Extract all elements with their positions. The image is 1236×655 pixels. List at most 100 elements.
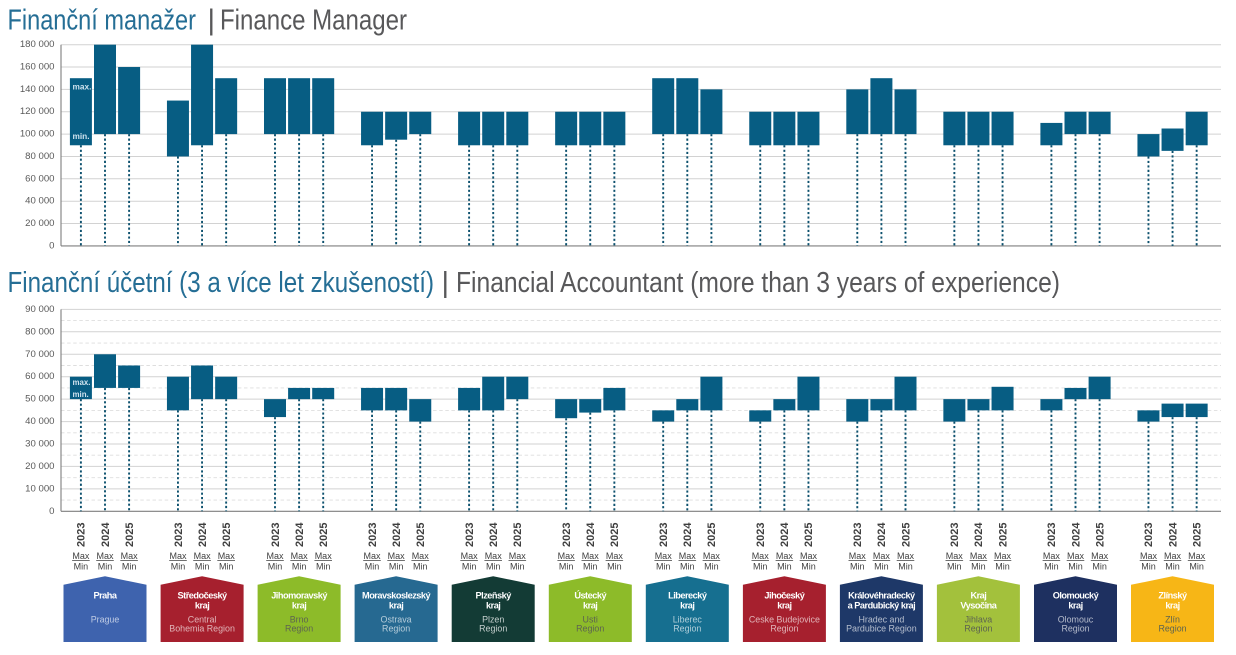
- svg-text:Kraj: Kraj: [970, 591, 986, 601]
- svg-text:Max: Max: [1164, 551, 1182, 561]
- svg-text:2025: 2025: [706, 523, 718, 547]
- svg-text:a Pardubický kraj: a Pardubický kraj: [848, 601, 916, 611]
- svg-text:60 000: 60 000: [25, 371, 54, 382]
- svg-text:Region: Region: [479, 624, 507, 634]
- svg-text:50 000: 50 000: [25, 394, 54, 405]
- svg-text:Region: Region: [964, 624, 992, 634]
- svg-text:2025: 2025: [609, 523, 621, 547]
- svg-text:Min: Min: [1165, 562, 1180, 572]
- svg-text:Max: Max: [946, 551, 964, 561]
- svg-text:Min: Min: [195, 562, 210, 572]
- svg-text:Max: Max: [1067, 551, 1085, 561]
- svg-text:40 000: 40 000: [25, 416, 54, 427]
- svg-text:Max: Max: [96, 551, 114, 561]
- svg-text:Max: Max: [315, 551, 333, 561]
- svg-text:Liberecký: Liberecký: [668, 591, 708, 601]
- svg-text:Min: Min: [1189, 562, 1204, 572]
- svg-text:Max: Max: [1188, 551, 1206, 561]
- svg-text:Region: Region: [673, 624, 701, 634]
- svg-text:Max: Max: [121, 551, 139, 561]
- svg-text:Vysočina: Vysočina: [960, 601, 997, 611]
- svg-text:Olomoucký: Olomoucký: [1053, 591, 1100, 601]
- svg-text:2023: 2023: [1143, 523, 1155, 547]
- svg-text:2025: 2025: [512, 523, 524, 547]
- svg-text:2025: 2025: [1094, 523, 1106, 547]
- svg-text:Max: Max: [800, 551, 818, 561]
- svg-text:Max: Max: [266, 551, 284, 561]
- svg-text:Max: Max: [72, 551, 90, 561]
- svg-text:60 000: 60 000: [25, 173, 54, 184]
- svg-text:Max: Max: [363, 551, 381, 561]
- svg-text:Brno: Brno: [290, 614, 309, 624]
- svg-text:Min: Min: [1044, 562, 1059, 572]
- svg-text:10 000: 10 000: [25, 483, 54, 494]
- svg-text:2023: 2023: [76, 523, 88, 547]
- svg-text:Min: Min: [607, 562, 622, 572]
- svg-text:Min: Min: [74, 562, 89, 572]
- svg-text:2024: 2024: [585, 522, 597, 547]
- svg-text:2024: 2024: [488, 522, 500, 547]
- svg-text:min.: min.: [73, 131, 90, 141]
- svg-text:Min: Min: [1068, 562, 1083, 572]
- svg-text:kraj: kraj: [292, 601, 306, 611]
- svg-text:100 000: 100 000: [20, 129, 55, 140]
- svg-text:Max: Max: [776, 551, 794, 561]
- svg-text:Ostrava: Ostrava: [381, 614, 412, 624]
- svg-text:kraj: kraj: [583, 601, 597, 611]
- svg-text:2024: 2024: [973, 522, 985, 547]
- svg-text:kraj: kraj: [486, 601, 500, 611]
- svg-text:2023: 2023: [367, 523, 379, 547]
- svg-text:Min: Min: [413, 562, 428, 572]
- svg-text:Max: Max: [412, 551, 430, 561]
- svg-text:kraj: kraj: [777, 601, 791, 611]
- svg-text:Region: Region: [1158, 624, 1186, 634]
- svg-text:Max: Max: [703, 551, 721, 561]
- svg-text:Max: Max: [461, 551, 479, 561]
- svg-text:Min: Min: [510, 562, 525, 572]
- svg-text:2025: 2025: [997, 523, 1009, 547]
- svg-text:Finanční manažer|Finance Manag: Finanční manažer | Finance Manager: [8, 5, 408, 37]
- svg-text:2025: 2025: [900, 523, 912, 547]
- svg-text:kraj: kraj: [680, 601, 694, 611]
- svg-text:Min: Min: [268, 562, 283, 572]
- svg-text:Královéhradecký: Královéhradecký: [848, 591, 916, 601]
- svg-text:180 000: 180 000: [20, 39, 55, 50]
- svg-text:2024: 2024: [294, 522, 306, 547]
- svg-text:Region: Region: [770, 624, 798, 634]
- svg-text:Zlín: Zlín: [1165, 614, 1180, 624]
- svg-text:Min: Min: [777, 562, 792, 572]
- svg-text:80 000: 80 000: [25, 326, 54, 337]
- svg-text:160 000: 160 000: [20, 62, 55, 73]
- svg-text:Region: Region: [285, 624, 313, 634]
- svg-text:Jihomoravský: Jihomoravský: [271, 591, 328, 601]
- svg-text:2025: 2025: [415, 523, 427, 547]
- svg-text:2025: 2025: [124, 523, 136, 547]
- svg-text:Min: Min: [995, 562, 1010, 572]
- svg-text:Min: Min: [801, 562, 816, 572]
- svg-text:Ceske Budejovice: Ceske Budejovice: [749, 614, 820, 624]
- svg-text:Pardubice Region: Pardubice Region: [846, 624, 917, 634]
- svg-text:70 000: 70 000: [25, 349, 54, 360]
- svg-text:Moravskoslezský: Moravskoslezský: [362, 591, 431, 601]
- svg-text:120 000: 120 000: [20, 106, 55, 117]
- svg-text:2024: 2024: [1070, 522, 1082, 547]
- svg-text:Min: Min: [971, 562, 986, 572]
- svg-text:90 000: 90 000: [25, 304, 54, 315]
- svg-text:Region: Region: [1061, 624, 1089, 634]
- svg-text:0: 0: [49, 506, 54, 517]
- svg-text:2024: 2024: [1167, 522, 1179, 547]
- svg-text:Min: Min: [122, 562, 137, 572]
- svg-text:Min: Min: [462, 562, 477, 572]
- svg-text:2024: 2024: [197, 522, 209, 547]
- svg-text:max.: max.: [73, 81, 92, 91]
- svg-text:kraj: kraj: [1165, 601, 1179, 611]
- svg-text:Min: Min: [704, 562, 719, 572]
- svg-text:Finanční účetní (3 a více let: Finanční účetní (3 a více let zkušeností…: [8, 267, 1061, 299]
- svg-text:2023: 2023: [464, 523, 476, 547]
- svg-text:2023: 2023: [173, 523, 185, 547]
- svg-text:2025: 2025: [318, 523, 330, 547]
- svg-text:2024: 2024: [876, 522, 888, 547]
- svg-text:Min: Min: [753, 562, 768, 572]
- svg-text:Min: Min: [219, 562, 234, 572]
- svg-text:2023: 2023: [561, 523, 573, 547]
